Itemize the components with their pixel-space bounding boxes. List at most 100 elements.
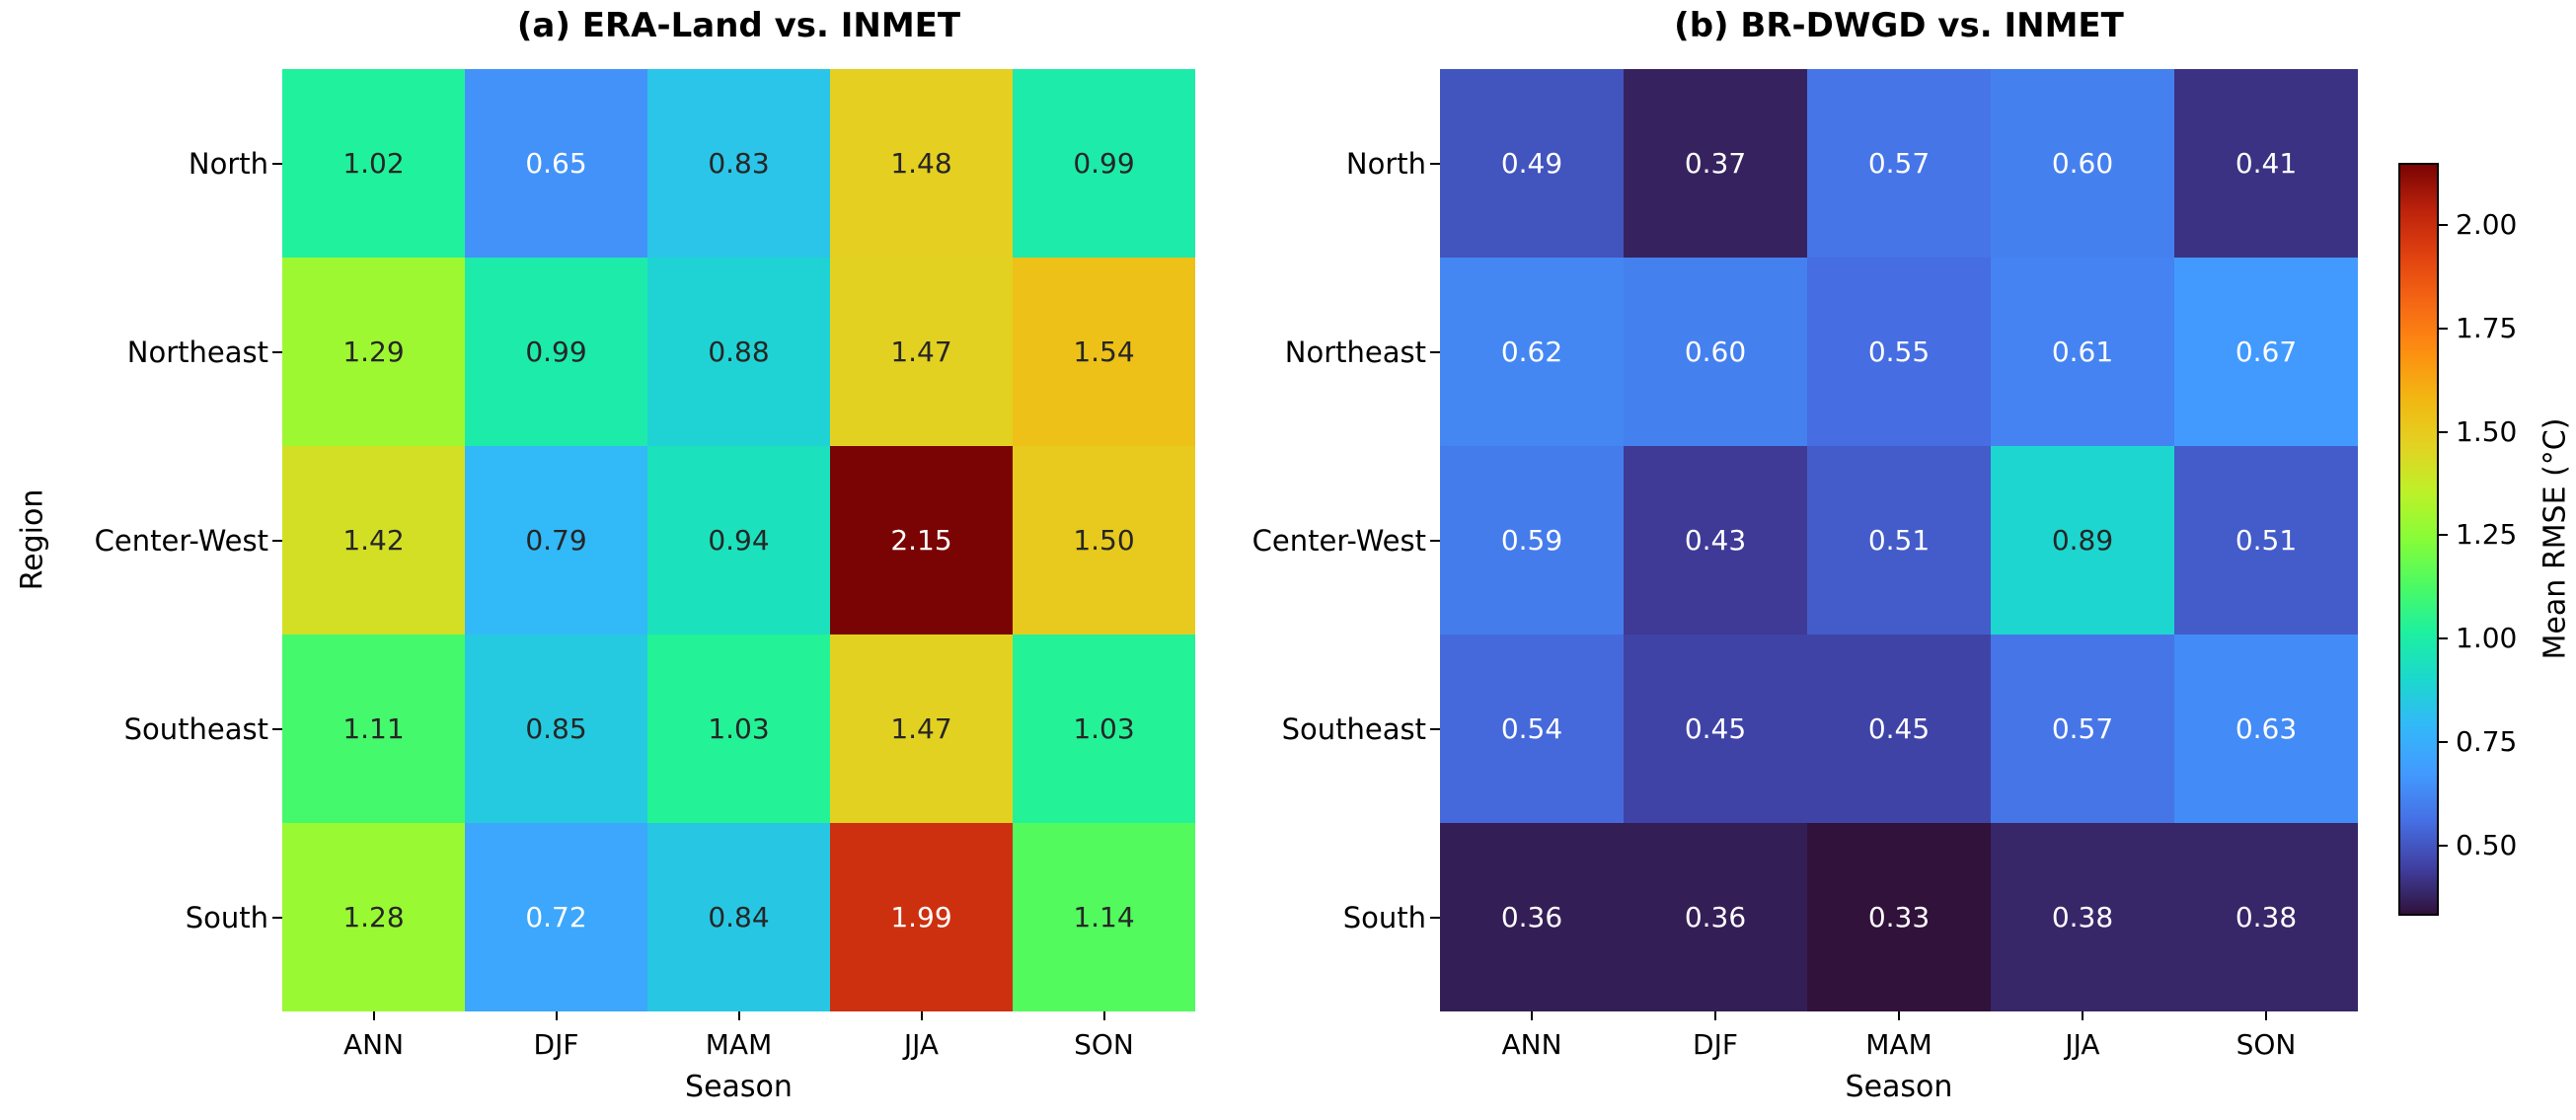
x-tick-mark — [1898, 1011, 1900, 1020]
x-tick-mark — [555, 1011, 558, 1020]
heatmap-cell: 0.57 — [1807, 69, 1991, 258]
colorbar-tick-label: 1.75 — [2456, 311, 2518, 344]
y-tick-mark — [1430, 162, 1440, 165]
colorbar-label: Mean RMSE (°C) — [2538, 417, 2573, 660]
cell-value: 0.57 — [1867, 147, 1931, 180]
cell-value: 0.84 — [708, 901, 770, 933]
heatmap-panel-a: 1.02 0.65 0.83 1.48 0.99 1.29 0.99 0.88 1.47 1.54… — [282, 69, 1195, 1011]
heatmap-cell: 0.62 — [1440, 258, 1624, 446]
cell-value: 1.47 — [890, 336, 952, 368]
heatmap-cell: 1.99 — [830, 823, 1013, 1011]
cell-value: 0.43 — [1684, 524, 1747, 557]
column-label-ann: ANN — [1501, 1028, 1562, 1061]
cell-value: 0.99 — [525, 336, 587, 368]
cell-value: 1.48 — [890, 147, 952, 180]
row-label-northeast: Northeast — [1284, 335, 1426, 369]
cell-value: 0.85 — [525, 712, 587, 745]
row-label-south: South — [185, 900, 268, 934]
cell-value: 0.54 — [1500, 712, 1563, 745]
cell-value: 0.79 — [525, 524, 587, 557]
cell-value: 1.42 — [342, 524, 405, 557]
heatmap-cell: 1.14 — [1013, 823, 1195, 1011]
heatmap-cell: 0.60 — [1624, 258, 1807, 446]
heatmap-cell: 0.61 — [1991, 258, 2174, 446]
cell-value: 1.28 — [342, 901, 405, 933]
cell-value: 0.62 — [1500, 336, 1563, 368]
y-tick-mark — [272, 350, 282, 353]
heatmap-cell: 0.36 — [1624, 823, 1807, 1011]
cell-value: 0.37 — [1684, 147, 1747, 180]
heatmap-cell: 0.99 — [465, 258, 647, 446]
heatmap-cell: 0.49 — [1440, 69, 1624, 258]
colorbar-tick-mark — [2439, 430, 2448, 433]
colorbar-tick-label: 1.25 — [2456, 518, 2518, 552]
x-tick-mark — [1714, 1011, 1716, 1020]
column-label-mam: MAM — [705, 1028, 773, 1061]
cell-value: 1.47 — [890, 712, 952, 745]
column-label-djf: DJF — [533, 1028, 579, 1061]
heatmap-cell: 1.02 — [282, 69, 465, 258]
heatmap-cell: 1.28 — [282, 823, 465, 1011]
row-label-north: North — [1345, 146, 1426, 181]
colorbar-tick-mark — [2439, 534, 2448, 537]
heatmap-cell: 1.54 — [1013, 258, 1195, 446]
heatmap-cell: 1.29 — [282, 258, 465, 446]
cell-value: 0.63 — [2235, 712, 2298, 745]
heatmap-cell: 1.42 — [282, 446, 465, 635]
heatmap-cell: 0.65 — [465, 69, 647, 258]
x-axis-label-season-a: Season — [685, 1070, 793, 1104]
cell-value: 0.49 — [1500, 147, 1563, 180]
y-tick-mark — [272, 162, 282, 165]
colorbar-tick-label: 1.50 — [2456, 414, 2518, 448]
x-tick-mark — [737, 1011, 740, 1020]
heatmap-cell: 1.50 — [1013, 446, 1195, 635]
cell-value: 0.45 — [1867, 712, 1931, 745]
heatmap-cell: 0.88 — [647, 258, 830, 446]
cell-value: 0.89 — [2051, 524, 2114, 557]
heatmap-cell: 0.41 — [2174, 69, 2358, 258]
column-label-mam: MAM — [1865, 1028, 1932, 1061]
heatmap-cell: 0.36 — [1440, 823, 1624, 1011]
heatmap-cell: 2.15 — [830, 446, 1013, 635]
heatmap-cell: 1.03 — [647, 635, 830, 823]
x-tick-mark — [920, 1011, 923, 1020]
y-tick-mark — [272, 539, 282, 542]
cell-value: 0.41 — [2235, 147, 2298, 180]
row-label-center-west: Center-West — [1251, 523, 1426, 558]
cell-value: 0.33 — [1867, 901, 1931, 933]
cell-value: 0.94 — [708, 524, 770, 557]
heatmap-cell: 0.72 — [465, 823, 647, 1011]
heatmap-cell: 1.03 — [1013, 635, 1195, 823]
heatmap-cell: 0.33 — [1807, 823, 1991, 1011]
colorbar-tick-label: 0.50 — [2456, 828, 2518, 861]
heatmap-cell: 1.47 — [830, 635, 1013, 823]
colorbar-tick-mark — [2439, 223, 2448, 226]
cell-value: 1.14 — [1073, 901, 1135, 933]
cell-value: 0.57 — [2051, 712, 2114, 745]
x-tick-mark — [2265, 1011, 2267, 1020]
x-tick-mark — [1102, 1011, 1105, 1020]
colorbar-tick-label: 2.00 — [2456, 207, 2518, 241]
cell-value: 0.60 — [1684, 336, 1747, 368]
heatmap-cell: 1.47 — [830, 258, 1013, 446]
column-label-ann: ANN — [342, 1028, 405, 1061]
heatmap-cell: 0.43 — [1624, 446, 1807, 635]
y-tick-mark — [1430, 539, 1440, 542]
heatmap-cell: 0.55 — [1807, 258, 1991, 446]
cell-value: 0.55 — [1867, 336, 1931, 368]
colorbar-tick-mark — [2439, 637, 2448, 640]
y-tick-mark — [272, 916, 282, 919]
cell-value: 0.88 — [708, 336, 770, 368]
column-label-son: SON — [2235, 1028, 2297, 1061]
x-axis-label-season-b: Season — [1845, 1070, 1953, 1104]
cell-value: 0.60 — [2051, 147, 2114, 180]
cell-value: 0.51 — [1867, 524, 1931, 557]
cell-value: 0.61 — [2051, 336, 2114, 368]
colorbar-gradient — [2398, 163, 2439, 916]
heatmap-cell: 0.45 — [1624, 635, 1807, 823]
cell-value: 0.99 — [1073, 147, 1135, 180]
row-label-northeast: Northeast — [126, 335, 268, 369]
cell-value: 0.65 — [525, 147, 587, 180]
heatmap-cell: 0.60 — [1991, 69, 2174, 258]
heatmap-cell: 0.54 — [1440, 635, 1624, 823]
